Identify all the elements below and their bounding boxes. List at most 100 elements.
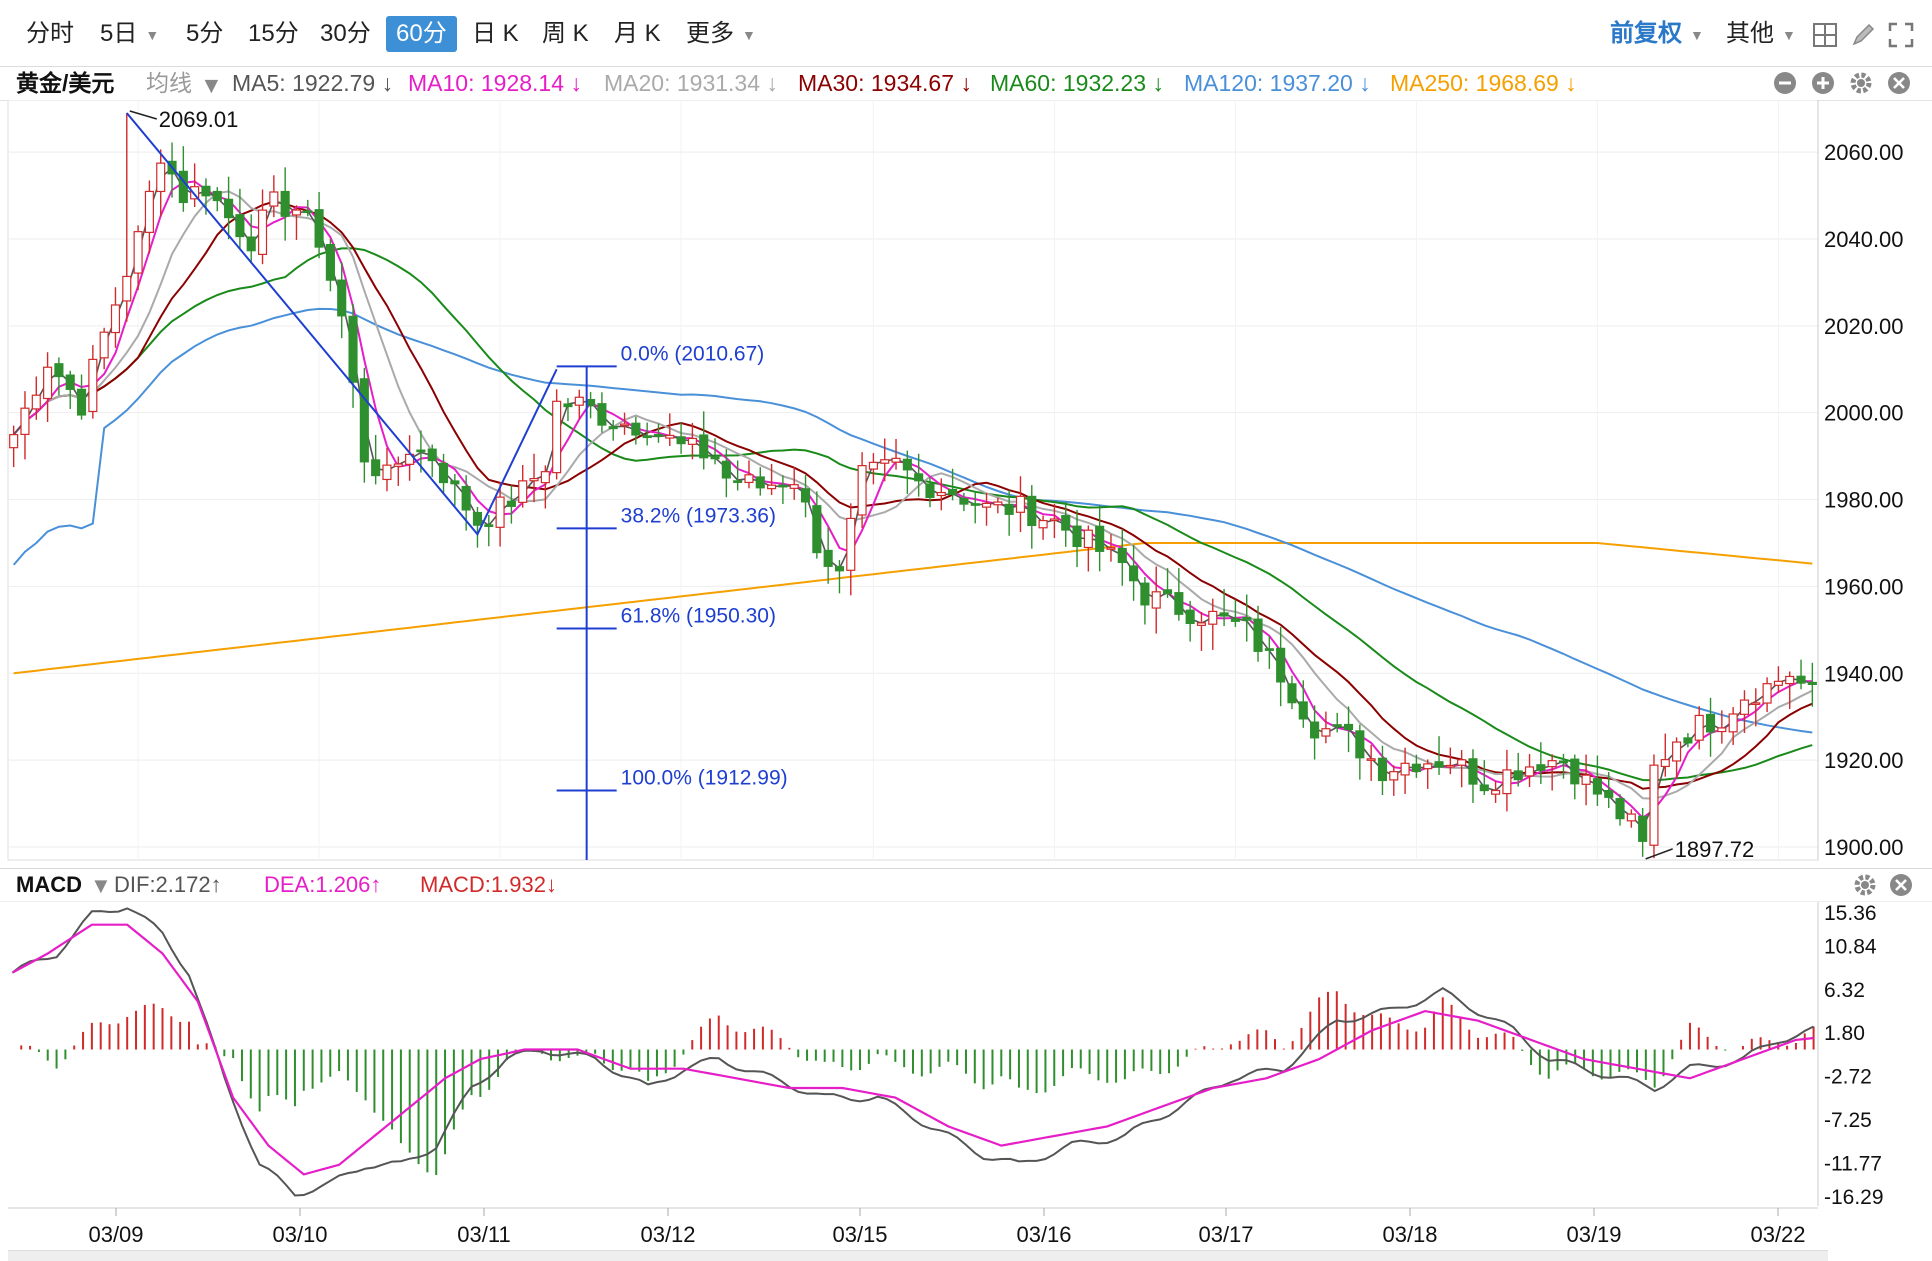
candle	[778, 475, 788, 505]
candle	[1129, 545, 1139, 601]
candle	[133, 225, 143, 291]
ma30-label: MA30: 1934.67 ↓	[798, 70, 972, 96]
candle	[948, 468, 958, 501]
fib-level-label: 0.0% (2010.67)	[621, 342, 765, 365]
candle	[280, 167, 290, 241]
time-scrollbar[interactable]	[8, 1250, 1828, 1261]
plot-area	[7, 100, 1819, 861]
candle	[744, 460, 754, 489]
ma10-label: MA10: 1928.14 ↓	[408, 70, 582, 96]
macd-y-tick-label: -2.72	[1824, 1066, 1872, 1089]
candle	[1581, 754, 1591, 806]
candle	[1660, 733, 1670, 777]
candle	[631, 416, 641, 445]
candle	[665, 413, 675, 447]
tab-period[interactable]: 5日 ▼	[90, 16, 169, 52]
tab-label: 分时	[26, 20, 74, 47]
macd-y-tick-label: -11.77	[1824, 1153, 1882, 1176]
minus-circle-icon[interactable]	[1772, 70, 1798, 96]
plus-circle-icon[interactable]	[1810, 70, 1836, 96]
candle	[1604, 772, 1614, 809]
candle	[303, 199, 313, 217]
close-circle-icon[interactable]	[1886, 70, 1912, 96]
ma-line-ma10	[12, 180, 1813, 820]
tab-period[interactable]: 60分	[386, 16, 457, 52]
tab-period[interactable]: 15分	[238, 16, 309, 52]
candle	[823, 527, 833, 584]
draw-pen-icon[interactable]	[1848, 20, 1878, 50]
ma20-label: MA20: 1931.34 ↓	[604, 70, 778, 96]
candle	[224, 176, 234, 240]
candle	[20, 391, 30, 460]
tab-period[interactable]: 日 K	[462, 16, 529, 52]
candle	[540, 465, 550, 509]
candle	[1061, 501, 1071, 547]
close-circle-icon[interactable]	[1888, 872, 1914, 898]
candle	[348, 303, 358, 408]
candle	[1423, 759, 1433, 789]
adjust-label: 前复权	[1610, 20, 1682, 47]
candle	[959, 492, 969, 512]
candle	[1638, 807, 1648, 857]
x-tick-label: 03/15	[832, 1222, 887, 1247]
candle	[1479, 760, 1489, 795]
candle	[359, 367, 369, 483]
candle	[868, 453, 878, 485]
tab-period[interactable]: 5分	[176, 16, 233, 52]
chevron-down-icon: ▼	[1690, 26, 1704, 43]
candle	[1027, 485, 1037, 549]
tab-period[interactable]: 分时	[16, 16, 84, 52]
candle	[1536, 742, 1546, 784]
macd-chart[interactable]: 15.36 10.84 6.32 1.80 -2.72 -7.25 -11.77 -16.29…	[0, 900, 1932, 1260]
candle	[427, 444, 437, 478]
tab-period[interactable]: 30分	[310, 16, 381, 52]
svg-text:1897.72: 1897.72	[1675, 837, 1755, 862]
candle	[1796, 659, 1806, 690]
ma-legend-bar: 黄金/美元 均线 ▼ MA5: 1922.79 ↓ MA10: 1928.14 ↓…	[0, 66, 1932, 101]
candle	[212, 187, 222, 212]
price-chart[interactable]: 2060.00 2040.00 2020.00 2000.00 1980.00 1960.…	[0, 100, 1932, 868]
tab-label: 周 K	[542, 20, 589, 47]
candle	[371, 434, 381, 485]
candle	[1015, 476, 1026, 533]
tab-period[interactable]: 月 K	[604, 16, 671, 52]
macd-indicator-dropdown[interactable]: MACD ▼	[16, 869, 112, 901]
y-tick-label: 1900.00	[1824, 835, 1904, 860]
high-annotation: 2069.01	[129, 107, 238, 132]
fullscreen-icon[interactable]	[1886, 20, 1916, 50]
candle	[1773, 666, 1783, 693]
candle	[54, 357, 64, 396]
grid-icon[interactable]	[1810, 20, 1840, 50]
gear-icon[interactable]	[1852, 872, 1878, 898]
candle	[1807, 662, 1817, 707]
adjust-dropdown[interactable]: 前复权 ▼	[1600, 16, 1714, 52]
gear-icon[interactable]	[1848, 70, 1874, 96]
candle	[574, 389, 584, 420]
avg-line-dropdown[interactable]: 均线 ▼	[146, 66, 223, 100]
candle	[1468, 749, 1478, 803]
candle	[653, 423, 664, 443]
candle	[1547, 754, 1557, 791]
y-tick-label: 2060.00	[1824, 140, 1904, 165]
candle	[405, 435, 415, 481]
candle	[1377, 745, 1388, 796]
y-tick-label: 2020.00	[1824, 314, 1904, 339]
tab-period[interactable]: 周 K	[532, 16, 599, 52]
candle	[936, 478, 946, 511]
tab-label: 60分	[396, 20, 447, 47]
candle	[1208, 598, 1218, 650]
macd-value-label: MACD:1.932↓	[420, 872, 557, 897]
tab-period[interactable]: 更多 ▼	[676, 16, 766, 52]
candle	[1276, 626, 1286, 707]
candle	[563, 397, 573, 422]
fib-level-label: 38.2% (1973.36)	[621, 504, 776, 527]
candle	[1366, 744, 1376, 781]
candle	[812, 491, 822, 559]
candle	[1705, 697, 1716, 757]
tab-label: 30分	[320, 20, 371, 47]
dif-label: DIF:2.172↑	[114, 872, 222, 897]
candle	[1694, 706, 1704, 750]
other-dropdown[interactable]: 其他 ▼	[1716, 16, 1806, 52]
candle	[1140, 577, 1150, 625]
candle	[834, 560, 845, 594]
